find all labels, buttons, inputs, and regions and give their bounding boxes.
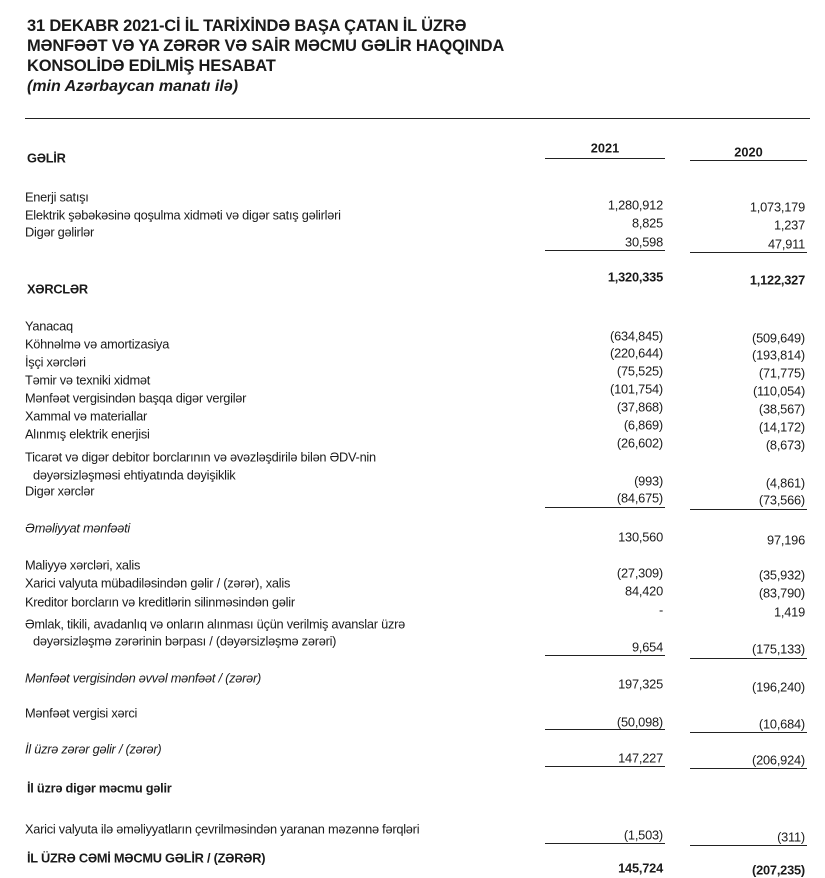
row-label: Əməliyyat mənfəəti <box>25 520 131 536</box>
subtotal-underline <box>545 250 665 252</box>
value-2020: (4,861) <box>765 475 805 491</box>
value-2021: 197,325 <box>618 676 663 692</box>
value-2021: 8,825 <box>631 215 663 231</box>
value-2021: - <box>658 602 663 618</box>
row-label: Mənfəət vergisi xərci <box>25 705 138 721</box>
value-2021: 145,724 <box>618 860 663 876</box>
value-2021: 30,598 <box>625 234 663 250</box>
value-2021: 9,654 <box>631 639 663 655</box>
value-2020: 1,122,327 <box>749 272 805 288</box>
value-2020: (35,932) <box>758 567 805 583</box>
value-2021: 1,320,335 <box>607 269 663 285</box>
value-2021: (50,098) <box>616 714 663 730</box>
subtotal-underline <box>690 658 807 660</box>
row-label: Digər xərclər <box>25 483 95 499</box>
value-2020: 1,237 <box>773 217 805 233</box>
value-2020: (71,775) <box>758 365 805 381</box>
subtotal-underline <box>545 766 665 768</box>
subtotal-underline <box>545 843 665 845</box>
value-2020: (311) <box>777 829 805 845</box>
value-2020: (509,649) <box>752 330 805 346</box>
row-label: Elektrik şəbəkəsinə qoşulma xidməti və d… <box>25 207 341 223</box>
row-label: Xarici valyuta mübadiləsindən gəlir / (z… <box>25 575 291 591</box>
row-label: Alınmış elektrik enerjisi <box>25 426 150 442</box>
row-label: Ticarət və digər debitor borclarının və … <box>25 449 376 465</box>
row-label: GƏLİR <box>27 150 66 166</box>
title-line-3: KONSOLİDƏ EDİLMİŞ HESABAT <box>27 57 276 75</box>
row-label-continued: dəyərsizləşmə zərərinin bərpası / (dəyər… <box>33 633 337 649</box>
row-label: Yanacaq <box>25 318 73 334</box>
value-2020: (206,924) <box>752 752 805 768</box>
value-2021: (27,309) <box>616 565 663 581</box>
value-2020: (193,814) <box>752 347 805 363</box>
row-label: XƏRCLƏR <box>27 281 88 297</box>
subtotal-underline <box>545 507 665 509</box>
value-2020: (73,566) <box>758 492 805 508</box>
row-label: Xarici valyuta ilə əməliyyatların çevril… <box>25 821 420 837</box>
value-2020: (207,235) <box>752 862 805 878</box>
row-label: Mənfəət vergisindən əvvəl mənfəət / (zər… <box>25 670 262 686</box>
row-label: Enerji satışı <box>25 189 89 205</box>
value-2021: (101,754) <box>610 381 663 397</box>
value-2020: (196,240) <box>752 679 805 695</box>
value-2020: (110,054) <box>752 383 805 399</box>
row-label: Köhnəlmə və amortizasiya <box>25 336 170 352</box>
column-header-2021: 2021 <box>590 140 620 156</box>
row-label: Kreditor borcların və kreditlərin silinm… <box>25 594 295 610</box>
row-label-continued: dəyərsizləşməsi ehtiyatında dəyişiklik <box>33 467 236 483</box>
row-label: Təmir və texniki xidmət <box>25 372 151 388</box>
value-2021: 1,280,912 <box>607 197 663 213</box>
subtotal-underline <box>545 655 665 657</box>
row-label: İl üzrə digər məcmu gəlir <box>27 780 172 796</box>
value-2020: 1,419 <box>773 604 805 620</box>
title-rule <box>25 118 810 120</box>
value-2020: 47,911 <box>768 236 805 252</box>
subtotal-underline <box>690 768 807 770</box>
title-line-2: MƏNFƏƏT VƏ YA ZƏRƏR VƏ SAİR MƏCMU GƏLİR … <box>27 37 505 55</box>
column-header-underline <box>545 158 665 160</box>
column-header-underline <box>690 160 807 162</box>
row-label: Digər gəlirlər <box>25 224 95 240</box>
subtotal-underline <box>690 732 807 734</box>
row-label: İL ÜZRƏ CƏMİ MƏCMU GƏLİR / (ZƏRƏR) <box>27 850 266 866</box>
value-2020: (10,684) <box>758 716 805 732</box>
value-2021: 84,420 <box>625 583 663 599</box>
value-2020: (8,673) <box>765 437 805 453</box>
value-2021: (84,675) <box>616 490 663 506</box>
value-2021: (6,869) <box>623 417 663 433</box>
subtotal-underline <box>690 509 807 511</box>
row-label: Mənfəət vergisindən başqa digər vergilər <box>25 390 247 406</box>
value-2020: (14,172) <box>758 419 805 435</box>
value-2021: (75,525) <box>616 363 663 379</box>
value-2021: (26,602) <box>616 435 663 451</box>
subtotal-underline <box>690 845 807 847</box>
subtitle: (min Azərbaycan manatı ilə) <box>27 78 239 95</box>
value-2021: (1,503) <box>623 827 663 843</box>
value-2021: 147,227 <box>618 750 663 766</box>
value-2020: 1,073,179 <box>749 199 805 215</box>
row-label: İl üzrə zərər gəlir / (zərər) <box>25 741 162 757</box>
value-2021: (993) <box>634 473 663 489</box>
row-label: Maliyyə xərcləri, xalis <box>25 557 141 573</box>
value-2020: (38,567) <box>758 401 805 417</box>
row-label: Xammal və materiallar <box>25 408 148 424</box>
value-2020: (83,790) <box>758 585 805 601</box>
value-2021: 130,560 <box>618 529 663 545</box>
value-2021: (220,644) <box>610 345 663 361</box>
row-label: İşçi xərcləri <box>25 354 86 370</box>
column-header-2020: 2020 <box>734 144 763 160</box>
row-label: Əmlak, tikili, avadanlıq və onların alın… <box>25 616 405 632</box>
subtotal-underline <box>690 252 807 254</box>
title-line-1: 31 DEKABR 2021-Cİ İL TARİXİNDƏ BAŞA ÇATA… <box>27 17 467 35</box>
value-2020: 97,196 <box>767 532 805 548</box>
value-2021: (634,845) <box>610 328 663 344</box>
value-2020: (175,133) <box>752 641 805 657</box>
value-2021: (37,868) <box>616 399 663 415</box>
subtotal-underline <box>545 729 665 731</box>
